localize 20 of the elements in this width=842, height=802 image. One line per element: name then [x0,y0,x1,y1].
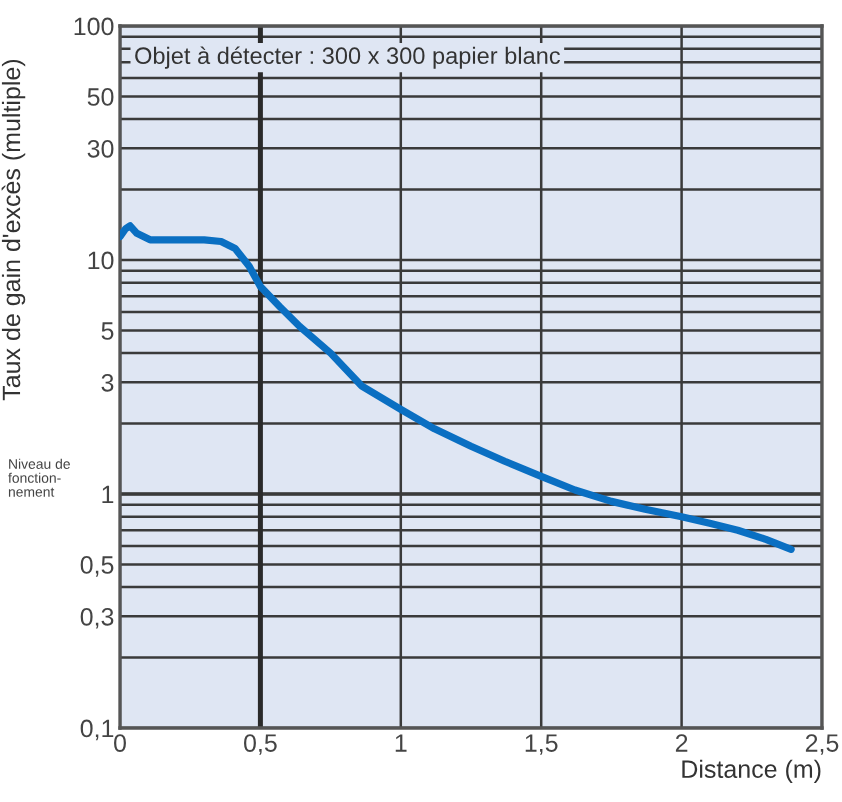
y-tick-label: 5 [101,322,114,340]
x-axis-title: Distance (m) [682,759,821,783]
y-tick-label: 0,3 [80,607,114,629]
y-axis-title: Taux de gain d'excès (multiple) [1,59,26,401]
y-tick-label: 1 [102,485,114,504]
y-tick-label: 10 [88,251,114,270]
x-tick-label: 0,5 [244,734,277,755]
y-tick-label: 0,5 [80,556,114,577]
x-tick-label: 2 [675,734,688,752]
line-series [120,222,795,553]
y-tick-label: 100 [74,17,114,36]
annotation: Objet à détecter : 300 x 300 papier blanc [135,46,561,69]
x-tick-label: 1,5 [525,734,558,755]
y-tick-label: 3 [101,373,114,392]
x-tick-label: 2,5 [805,734,839,755]
x-tick-label: 1 [395,734,407,752]
y-tick-label: 0,1 [80,719,114,741]
y-tick-label: 30 [87,139,114,158]
y-tick-label: 50 [87,88,114,106]
x-tick-label: 0 [114,734,126,752]
